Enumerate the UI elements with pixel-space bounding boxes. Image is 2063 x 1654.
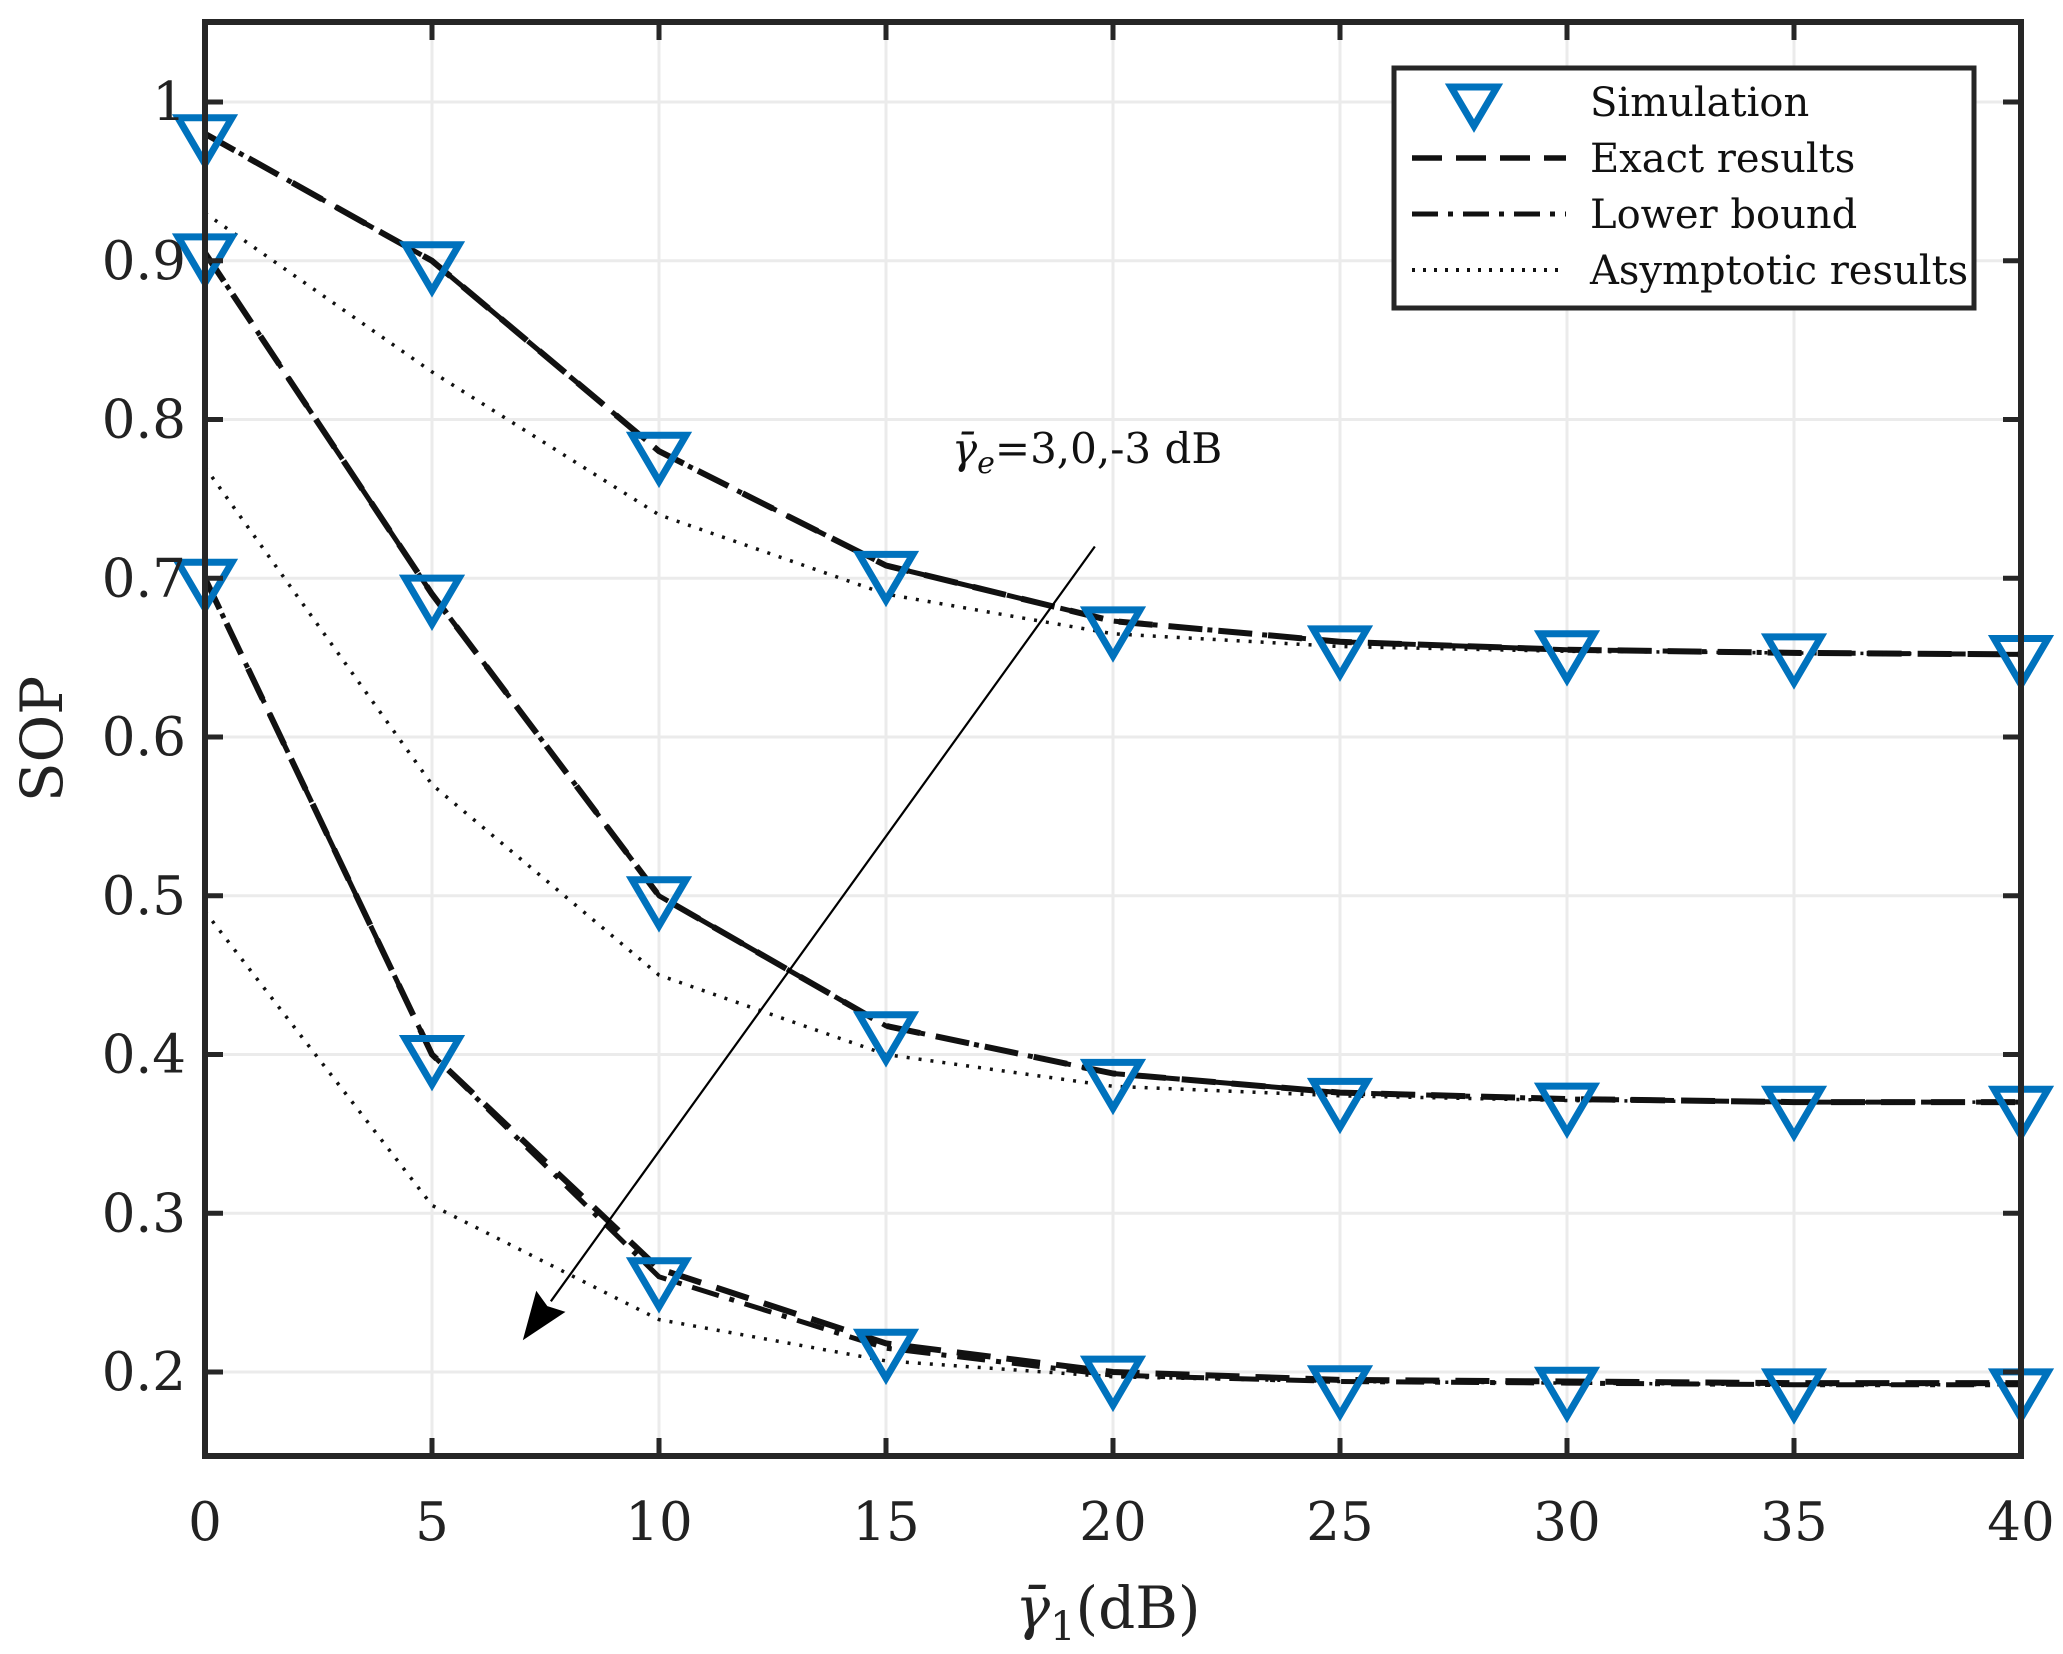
x-tick-label-4: 20 <box>1079 1492 1146 1553</box>
y-tick-label-2: 0.4 <box>102 1025 186 1086</box>
y-axis-title: SOP <box>8 676 76 802</box>
simulation-markers <box>171 114 2055 1425</box>
annotation-symbol: γ̄ <box>952 424 978 473</box>
x-tick-label-1: 5 <box>415 1492 449 1553</box>
axis-ticks <box>202 22 2024 1456</box>
simulation-marker-1-4 <box>1079 1058 1147 1116</box>
simulation-marker-1-3 <box>852 1011 920 1068</box>
x-tick-label-8: 40 <box>1987 1492 2054 1553</box>
x-axis-subscript: 1 <box>1050 1604 1075 1650</box>
x-tick-label-5: 25 <box>1306 1492 1373 1553</box>
x-axis-title: γ̄1(dB) <box>1015 1574 1200 1650</box>
annotation-value: =3,0,-3 dB <box>995 424 1222 473</box>
simulation-marker-0-5 <box>1306 625 1374 682</box>
simulation-marker-2-6 <box>1533 1366 1601 1424</box>
simulation-marker-0-4 <box>1079 606 1147 663</box>
simulation-marker-2-1 <box>398 1035 466 1092</box>
y-tick-label-3: 0.5 <box>102 866 186 927</box>
curve-lower-bound-1 <box>205 251 2021 1105</box>
y-tick-label-6: 0.8 <box>102 390 186 451</box>
y-tick-label-1: 0.3 <box>102 1183 186 1244</box>
simulation-marker-2-3 <box>852 1328 920 1386</box>
simulation-marker-0-7 <box>1760 633 1828 690</box>
legend-asymptotic-label: Asymptotic results <box>1589 248 1968 294</box>
x-tick-label-3: 15 <box>852 1492 919 1553</box>
legend-exact-label: Exact results <box>1590 136 1855 182</box>
x-tick-label-7: 35 <box>1760 1492 1827 1553</box>
simulation-marker-1-1 <box>398 574 466 632</box>
x-axis-symbol: γ̄ <box>1015 1574 1050 1642</box>
simulation-marker-1-5 <box>1306 1077 1374 1135</box>
annotation-subscript: e <box>977 446 995 481</box>
x-axis-unit: (dB) <box>1076 1574 1201 1642</box>
y-tick-label-8: 1 <box>152 72 186 133</box>
curves <box>205 131 2021 1388</box>
simulation-marker-2-5 <box>1306 1365 1374 1422</box>
annotation-arrow <box>549 545 1096 1302</box>
annotation: γ̄e=3,0,-3 dB <box>522 424 1222 1341</box>
simulation-marker-1-2 <box>625 876 693 933</box>
y-tick-label-5: 0.7 <box>102 548 186 609</box>
simulation-marker-2-2 <box>625 1257 693 1314</box>
simulation-marker-0-6 <box>1533 630 1601 687</box>
simulation-marker-2-7 <box>1760 1368 1828 1425</box>
simulation-marker-2-4 <box>1079 1355 1147 1413</box>
annotation-arrowhead <box>522 1290 566 1341</box>
simulation-marker-1-6 <box>1533 1082 1601 1140</box>
simulation-marker-1-7 <box>1760 1085 1828 1143</box>
annotation-label: γ̄e=3,0,-3 dB <box>952 424 1222 481</box>
y-tick-label-0: 0.2 <box>102 1342 186 1403</box>
simulation-marker-0-2 <box>625 431 693 489</box>
legend-lower-label: Lower bound <box>1590 192 1857 238</box>
x-tick-label-6: 30 <box>1533 1492 1600 1553</box>
legend: Simulation Exact results Lower bound Asy… <box>1391 65 1977 311</box>
simulation-marker-0-3 <box>852 550 920 608</box>
legend-simulation-label: Simulation <box>1590 80 1809 126</box>
y-tick-labels: 0.2 0.3 0.4 0.5 0.6 0.7 0.8 0.9 1 <box>102 72 186 1403</box>
y-tick-label-4: 0.6 <box>102 707 186 768</box>
curve-lower-bound-0 <box>205 131 2021 657</box>
y-tick-label-7: 0.9 <box>102 231 186 292</box>
x-tick-label-2: 10 <box>625 1492 692 1553</box>
legend-simulation-marker <box>1444 83 1504 133</box>
simulation-marker-0-1 <box>398 241 466 298</box>
x-tick-label-0: 0 <box>188 1492 222 1553</box>
x-tick-labels: 0 5 10 15 20 25 30 35 40 <box>188 1492 2055 1553</box>
